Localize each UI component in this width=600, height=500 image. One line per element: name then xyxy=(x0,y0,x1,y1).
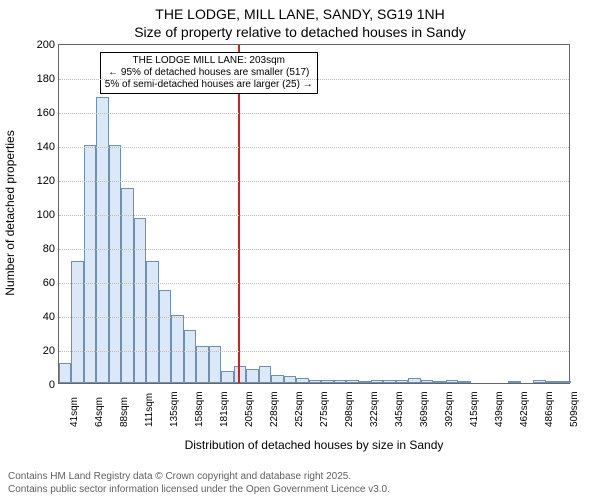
x-tick-label: 439sqm xyxy=(492,391,505,427)
x-tick-label: 64sqm xyxy=(92,397,105,427)
histogram-bar xyxy=(334,380,346,383)
histogram-bar xyxy=(321,380,333,383)
histogram-bar xyxy=(121,188,133,384)
histogram-bar xyxy=(383,380,395,383)
histogram-bar xyxy=(421,380,433,383)
x-tick-label: 181sqm xyxy=(217,391,230,427)
histogram-bar xyxy=(96,97,108,383)
histogram-bar xyxy=(408,378,420,383)
x-tick-label: 392sqm xyxy=(442,391,455,427)
x-tick-label: 135sqm xyxy=(167,391,180,427)
annotation-line1: THE LODGE MILL LANE: 203sqm xyxy=(105,55,313,67)
x-axis-label: Distribution of detached houses by size … xyxy=(58,438,570,452)
x-tick-label: 462sqm xyxy=(517,391,530,427)
x-tick-label: 41sqm xyxy=(67,397,80,427)
title-line2: Size of property relative to detached ho… xyxy=(0,24,600,42)
marker-line xyxy=(238,45,240,383)
histogram-bar xyxy=(259,366,271,383)
y-tick-label: 180 xyxy=(37,73,59,85)
y-tick-label: 0 xyxy=(49,379,59,391)
gridline-h xyxy=(59,249,569,250)
gridline-h xyxy=(59,215,569,216)
footer-line1: Contains HM Land Registry data © Crown c… xyxy=(8,471,390,484)
histogram-bar xyxy=(134,218,146,383)
gridline-h xyxy=(59,113,569,114)
histogram-bar xyxy=(221,371,233,383)
y-tick-label: 60 xyxy=(43,277,59,289)
histogram-bar xyxy=(309,380,321,383)
x-tick-label: 298sqm xyxy=(342,391,355,427)
annotation-box: THE LODGE MILL LANE: 203sqm ← 95% of det… xyxy=(100,52,318,94)
gridline-h xyxy=(59,79,569,80)
histogram-bar xyxy=(271,375,283,384)
histogram-bar xyxy=(508,381,520,383)
x-tick-label: 228sqm xyxy=(267,391,280,427)
histogram-bar xyxy=(346,380,358,383)
y-tick-label: 80 xyxy=(43,243,59,255)
histogram-bar xyxy=(371,380,383,383)
y-tick-label: 40 xyxy=(43,311,59,323)
x-tick-label: 88sqm xyxy=(117,397,130,427)
histogram-bar xyxy=(284,376,296,383)
histogram-bar xyxy=(59,363,71,383)
plot-area: THE LODGE MILL LANE: 203sqm ← 95% of det… xyxy=(58,44,570,384)
y-tick-label: 100 xyxy=(37,209,59,221)
x-tick-label: 345sqm xyxy=(392,391,405,427)
x-tick-label: 415sqm xyxy=(467,391,480,427)
histogram-bar xyxy=(71,261,83,383)
histogram-bar xyxy=(558,381,570,383)
title-line1: THE LODGE, MILL LANE, SANDY, SG19 1NH xyxy=(0,6,600,24)
annotation-line3: 5% of semi-detached houses are larger (2… xyxy=(105,79,313,91)
y-tick-label: 160 xyxy=(37,107,59,119)
x-tick-label: 275sqm xyxy=(317,391,330,427)
gridline-h xyxy=(59,181,569,182)
y-tick-label: 200 xyxy=(37,39,59,51)
histogram-bar xyxy=(296,378,308,383)
x-tick-label: 322sqm xyxy=(367,391,380,427)
histogram-bar xyxy=(159,290,171,384)
histogram-bar xyxy=(396,380,408,383)
histogram-bar xyxy=(446,380,458,383)
histogram-bar xyxy=(184,330,196,383)
y-axis-label: Number of detached properties xyxy=(3,113,17,313)
x-tick-label: 369sqm xyxy=(417,391,430,427)
x-tick-label: 486sqm xyxy=(542,391,555,427)
y-tick-label: 140 xyxy=(37,141,59,153)
histogram-bar xyxy=(533,380,545,383)
footer-attribution: Contains HM Land Registry data © Crown c… xyxy=(8,471,390,496)
x-tick-label: 205sqm xyxy=(242,391,255,427)
gridline-h xyxy=(59,317,569,318)
annotation-line2: ← 95% of detached houses are smaller (51… xyxy=(105,67,313,79)
gridline-h xyxy=(59,147,569,148)
footer-line2: Contains public sector information licen… xyxy=(8,484,390,497)
x-tick-label: 509sqm xyxy=(567,391,580,427)
gridline-h xyxy=(59,351,569,352)
histogram-bar xyxy=(171,315,183,383)
histogram-bar xyxy=(546,381,558,383)
gridline-h xyxy=(59,283,569,284)
histogram-bar xyxy=(359,381,371,383)
histogram-bar xyxy=(458,381,470,383)
histogram-bar xyxy=(433,381,445,383)
x-tick-label: 158sqm xyxy=(192,391,205,427)
y-tick-label: 20 xyxy=(43,345,59,357)
chart-title: THE LODGE, MILL LANE, SANDY, SG19 1NH Si… xyxy=(0,0,600,41)
histogram-bars xyxy=(59,45,569,383)
histogram-bar xyxy=(246,369,258,383)
y-tick-label: 120 xyxy=(37,175,59,187)
histogram-bar xyxy=(146,261,158,383)
x-tick-label: 111sqm xyxy=(142,393,155,427)
x-tick-label: 252sqm xyxy=(292,391,305,427)
